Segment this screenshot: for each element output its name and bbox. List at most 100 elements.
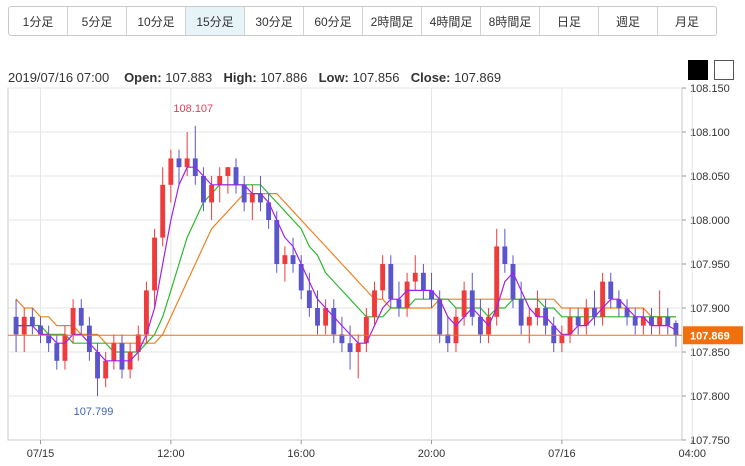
candle-body xyxy=(152,237,158,291)
high-marker-label: 108.107 xyxy=(173,103,213,115)
y-tick-label: 107.950 xyxy=(690,259,730,271)
ma-long-line xyxy=(15,193,676,344)
candle-body xyxy=(347,343,353,352)
candle-body xyxy=(640,316,646,326)
candle-body xyxy=(510,264,516,300)
x-tick-label: 12:00 xyxy=(157,448,185,460)
candle-body xyxy=(355,343,361,352)
tab-timeframe-8[interactable]: 8時間足 xyxy=(481,7,540,35)
candle-body xyxy=(54,343,60,361)
candle-body xyxy=(477,316,483,335)
candle-body xyxy=(518,299,524,326)
x-tick-label: 07/15 xyxy=(27,448,55,460)
y-tick-label: 107.800 xyxy=(690,391,730,403)
candle-body xyxy=(437,299,443,335)
x-tick-label: 20:00 xyxy=(418,448,446,460)
candle-body xyxy=(86,325,92,352)
candle-body xyxy=(323,308,329,326)
tab-timeframe-4[interactable]: 30分足 xyxy=(245,7,304,35)
candle-body xyxy=(241,184,247,203)
candle-body xyxy=(372,290,377,317)
candle-body xyxy=(13,316,19,335)
candle-body xyxy=(469,290,475,317)
candle-body xyxy=(388,264,394,300)
tab-timeframe-9[interactable]: 日足 xyxy=(540,7,599,35)
candle-body xyxy=(111,343,117,361)
candle-body xyxy=(119,343,125,370)
candle-body xyxy=(331,308,337,335)
candle-body xyxy=(363,316,369,344)
candle-body xyxy=(608,281,614,300)
candle-body xyxy=(209,184,215,203)
candle-body xyxy=(657,316,663,326)
y-tick-label: 108.100 xyxy=(690,127,730,139)
candle-body xyxy=(62,334,68,361)
candle-body xyxy=(583,308,589,326)
candle-body xyxy=(649,316,654,326)
candle-body xyxy=(135,334,141,352)
candle-body xyxy=(420,272,426,291)
tab-timeframe-7[interactable]: 4時間足 xyxy=(422,7,481,35)
low-label: Low: xyxy=(318,70,349,85)
y-tick-label: 108.000 xyxy=(690,215,730,227)
candle-body xyxy=(306,290,312,308)
candle-body xyxy=(29,316,35,326)
candle-body xyxy=(396,299,402,308)
candle-body xyxy=(282,255,288,264)
y-tick-label: 107.850 xyxy=(690,347,730,359)
candle-body xyxy=(176,158,182,168)
candle-body xyxy=(461,290,467,317)
ohlc-datetime: 2019/07/16 07:00 xyxy=(8,70,110,85)
candle-body xyxy=(225,167,231,176)
candle-body xyxy=(526,316,532,326)
candle-body xyxy=(200,176,206,203)
dark-theme-button[interactable] xyxy=(688,60,708,80)
light-theme-button[interactable] xyxy=(714,60,734,80)
y-tick-label: 108.150 xyxy=(690,83,730,95)
ma-short-line xyxy=(16,166,677,362)
candle-body xyxy=(70,308,76,335)
tab-timeframe-6[interactable]: 2時間足 xyxy=(363,7,422,35)
tab-timeframe-11[interactable]: 月足 xyxy=(674,14,699,29)
open-value: 107.883 xyxy=(165,70,213,85)
candle-body xyxy=(380,264,386,291)
tab-timeframe-3[interactable]: 15分足 xyxy=(186,7,245,35)
candle-body xyxy=(95,352,100,379)
candle-body xyxy=(534,308,540,317)
candle-body xyxy=(632,316,638,326)
tab-timeframe-10[interactable]: 週足 xyxy=(599,7,658,35)
candle-body xyxy=(551,325,557,344)
candle-body xyxy=(258,193,263,203)
candle-body xyxy=(429,290,434,300)
timeframe-tabs: 1分足 5分足 10分足 15分足 30分足 60分足 2時間足 4時間足 8時間足 日足 週足 月足 xyxy=(8,6,717,36)
candle-body xyxy=(412,272,418,282)
candle-body xyxy=(38,325,43,335)
tab-timeframe-1[interactable]: 5分足 xyxy=(68,7,127,35)
candle-body xyxy=(78,308,84,326)
candle-body xyxy=(575,316,581,326)
candle-body xyxy=(559,334,565,344)
x-tick-label: 04:00 xyxy=(678,448,706,460)
candle-body xyxy=(339,334,345,344)
candle-body xyxy=(445,334,451,344)
low-marker-label: 107.799 xyxy=(74,406,114,418)
close-value: 107.869 xyxy=(454,70,502,85)
high-value: 107.886 xyxy=(260,70,308,85)
candle-body xyxy=(274,220,280,264)
ma-mid-line xyxy=(16,184,676,353)
current-price-label: 107.869 xyxy=(690,330,730,342)
tab-timeframe-0[interactable]: 1分足 xyxy=(9,7,68,35)
x-tick-label: 07/16 xyxy=(548,448,576,460)
candle-body xyxy=(624,308,630,317)
y-tick-label: 108.050 xyxy=(690,171,730,183)
open-label: Open: xyxy=(124,70,162,85)
candle-body xyxy=(160,184,166,238)
high-label: High: xyxy=(223,70,257,85)
candle-body xyxy=(168,158,174,185)
tab-timeframe-5[interactable]: 60分足 xyxy=(304,7,363,35)
candle-body xyxy=(404,281,410,308)
ohlc-info: 2019/07/16 07:00 Open: 107.883 High: 107… xyxy=(8,70,505,85)
candle-body xyxy=(46,334,52,344)
candle-body xyxy=(298,264,304,291)
tab-timeframe-2[interactable]: 10分足 xyxy=(127,7,186,35)
